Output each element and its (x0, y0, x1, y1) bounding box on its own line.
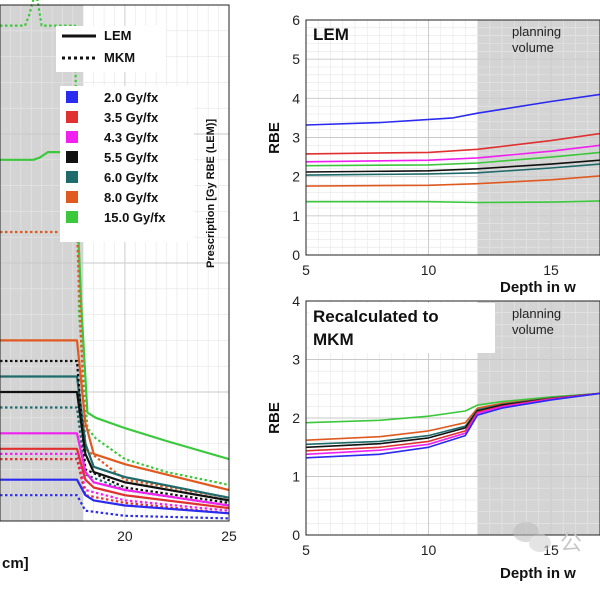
watermark-text: 公 (560, 531, 582, 556)
lem-series-6 (306, 175, 600, 187)
mkm-y-axis-label: RBE (266, 402, 283, 434)
lem-axes: 5 10 15 0 1 2 3 4 5 6 (292, 12, 600, 278)
dose-legend-label: 5.5 Gy/fx (104, 150, 159, 165)
dose-legend-swatch (66, 111, 78, 123)
left-series-3 (0, 230, 229, 499)
lem-y-tick-label: 6 (292, 12, 300, 28)
left-series-13 (0, 494, 229, 520)
left-style-legend: LEM MKM (56, 26, 166, 72)
left-x-tick-label: 20 (117, 528, 133, 544)
dose-legend-label: 15.0 Gy/fx (104, 210, 166, 225)
dose-legend-label: 4.3 Gy/fx (104, 130, 159, 145)
watermark: 公 (513, 522, 582, 556)
left-series-2 (0, 339, 229, 492)
lem-plot-frame (305, 19, 600, 256)
left-x-tick-label: 25 (221, 528, 237, 544)
dose-legend-swatch (66, 211, 78, 223)
left-series-1 (0, 0, 229, 486)
lem-x-tick-label: 10 (421, 262, 437, 278)
lem-band-label-line1: planning (512, 24, 561, 39)
dose-legend-swatch (66, 151, 78, 163)
lem-series-0 (306, 93, 600, 126)
left-series-0 (0, 151, 229, 461)
mkm-x-axis-label: Depth in w (500, 565, 576, 582)
lem-x-axis-label: Depth in w (500, 279, 576, 296)
lem-lines (306, 93, 600, 204)
mkm-series-0 (306, 392, 600, 424)
left-x-axis-label-fragment: cm] (2, 555, 29, 572)
left-series-8 (0, 432, 229, 507)
left-plot-frame (0, 4, 230, 522)
dose-legend-label: 3.5 Gy/fx (104, 110, 159, 125)
mkm-band-label-line2: volume (512, 322, 554, 337)
lem-panel: 5 10 15 0 1 2 3 4 5 6 LEM planning volume RBE Dep… (266, 12, 600, 296)
lem-y-tick-label: 4 (292, 90, 300, 106)
mkm-y-tick-label: 3 (292, 352, 300, 368)
style-legend-label-lem: LEM (104, 28, 131, 43)
style-legend-box (56, 26, 166, 72)
lem-series-2 (306, 144, 600, 163)
mkm-plot-frame (305, 300, 600, 536)
dose-legend-swatch (66, 191, 78, 203)
left-axes: 20 25 (0, 4, 237, 544)
mkm-panel-title-line1: Recalculated to (313, 307, 439, 326)
lem-series-7 (306, 200, 600, 204)
dose-legend-label: 8.0 Gy/fx (104, 190, 159, 205)
style-legend-label-mkm: MKM (104, 50, 135, 65)
left-series-6 (0, 390, 229, 502)
left-series-9 (0, 452, 229, 512)
mkm-y-tick-label: 4 (292, 293, 300, 309)
mkm-y-tick-label: 2 (292, 410, 300, 426)
dose-legend-swatch (66, 91, 78, 103)
mkm-panel-title-line2: MKM (313, 330, 354, 349)
left-y-axis-label: Prescription [Gy RBE (LEM)] (205, 119, 217, 268)
lem-series-3 (306, 151, 600, 167)
left-lines (0, 0, 229, 520)
left-dose-legend: 2.0 Gy/fx 3.5 Gy/fx 4.3 Gy/fx 5.5 Gy/fx 6.0 … (60, 86, 194, 242)
lem-panel-title: LEM (313, 25, 349, 44)
lem-y-axis-label: RBE (266, 122, 283, 154)
mkm-lines (306, 392, 600, 459)
dose-legend-label: 6.0 Gy/fx (104, 170, 159, 185)
lem-y-tick-label: 0 (292, 247, 300, 263)
dose-legend-label: 2.0 Gy/fx (104, 90, 159, 105)
mkm-series-6 (306, 392, 600, 459)
wechat-logo-icon (513, 522, 551, 552)
left-series-12 (0, 478, 229, 515)
dose-legend-swatch (66, 131, 78, 143)
mkm-band-label-line1: planning (512, 306, 561, 321)
lem-x-tick-label: 5 (302, 262, 310, 278)
lem-series-5 (306, 163, 600, 176)
lem-y-tick-label: 5 (292, 51, 300, 67)
left-series-4 (0, 375, 229, 499)
dose-legend-box (60, 86, 194, 242)
lem-band-label-line2: volume (512, 40, 554, 55)
lem-series-1 (306, 132, 600, 155)
mkm-x-tick-label: 5 (302, 542, 310, 558)
mkm-y-tick-label: 0 (292, 527, 300, 543)
left-grid (0, 4, 230, 522)
lem-y-tick-label: 2 (292, 169, 300, 185)
dose-legend-swatch (66, 171, 78, 183)
lem-y-tick-label: 3 (292, 130, 300, 146)
mkm-title-box (309, 303, 495, 353)
mkm-y-tick-label: 1 (292, 469, 300, 485)
mkm-x-tick-label: 10 (421, 542, 437, 558)
lem-y-tick-label: 1 (292, 208, 300, 224)
lem-series-4 (306, 159, 600, 173)
left-series-10 (0, 447, 229, 510)
lem-x-tick-label: 15 (543, 262, 559, 278)
left-series-11 (0, 458, 229, 515)
